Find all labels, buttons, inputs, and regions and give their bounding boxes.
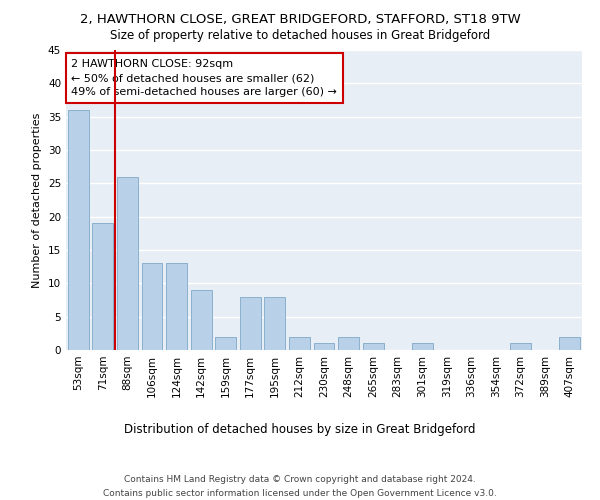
Bar: [215, 336, 236, 350]
Text: Contains HM Land Registry data © Crown copyright and database right 2024.
Contai: Contains HM Land Registry data © Crown c…: [103, 476, 497, 498]
Bar: [68, 110, 89, 350]
Y-axis label: Number of detached properties: Number of detached properties: [32, 112, 43, 288]
Bar: [510, 344, 531, 350]
Bar: [191, 290, 212, 350]
Text: 2, HAWTHORN CLOSE, GREAT BRIDGEFORD, STAFFORD, ST18 9TW: 2, HAWTHORN CLOSE, GREAT BRIDGEFORD, STA…: [80, 12, 520, 26]
Bar: [265, 296, 286, 350]
Text: 2 HAWTHORN CLOSE: 92sqm
← 50% of detached houses are smaller (62)
49% of semi-de: 2 HAWTHORN CLOSE: 92sqm ← 50% of detache…: [71, 59, 337, 97]
Text: Distribution of detached houses by size in Great Bridgeford: Distribution of detached houses by size …: [124, 422, 476, 436]
Bar: [559, 336, 580, 350]
Bar: [338, 336, 359, 350]
Bar: [92, 224, 113, 350]
Bar: [166, 264, 187, 350]
Bar: [117, 176, 138, 350]
Bar: [289, 336, 310, 350]
Bar: [314, 344, 334, 350]
Text: Size of property relative to detached houses in Great Bridgeford: Size of property relative to detached ho…: [110, 29, 490, 42]
Bar: [240, 296, 261, 350]
Bar: [142, 264, 163, 350]
Bar: [362, 344, 383, 350]
Bar: [412, 344, 433, 350]
